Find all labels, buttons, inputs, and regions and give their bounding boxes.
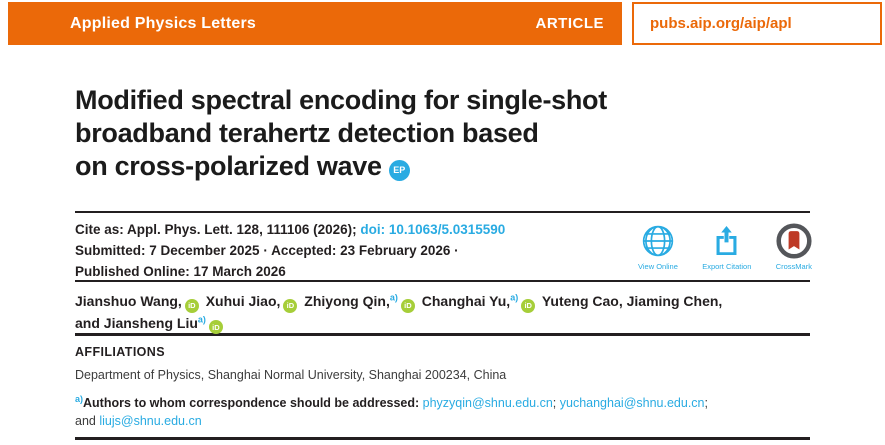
journal-url[interactable]: pubs.aip.org/aip/apl [650,15,792,32]
published-line: Published Online: 17 March 2026 [75,264,286,279]
journal-url-box[interactable]: pubs.aip.org/aip/apl [632,2,882,45]
separator: ; [704,396,708,410]
correspondence-marker: a) [197,313,206,324]
author-name: Yuteng Cao, Jiaming Chen, [541,293,723,309]
crossmark-label: CrossMark [775,262,812,271]
author-name: and Jiansheng Liu [75,314,198,331]
view-online-button[interactable]: View Online [638,222,678,271]
correspondence-note: a)Authors to whom correspondence should … [75,394,735,430]
cite-line: Cite as: Appl. Phys. Lett. 128, 111106 (… [75,219,635,240]
export-citation-label: Export Citation [702,262,752,271]
view-online-label: View Online [638,262,678,271]
orcid-icon[interactable]: iD [283,298,298,313]
cite-prefix: Cite as: Appl. Phys. Lett. [75,222,237,237]
author-name: Jianshuo Wang, [75,293,182,309]
orcid-icon[interactable]: iD [400,298,415,313]
separator: ; [552,396,560,410]
crossmark-button[interactable]: CrossMark [776,222,812,271]
export-citation-button[interactable]: Export Citation [702,222,751,271]
author-name: Changhai Yu, [421,293,511,309]
title-line-1: Modified spectral encoding for single-sh… [75,85,607,115]
correspondence-marker: a) [75,393,84,404]
correspondence-marker: a) [510,292,519,303]
affiliations-heading: AFFILIATIONS [75,345,165,359]
page-title: Modified spectral encoding for single-sh… [75,84,715,183]
editors-pick-badge[interactable]: EP [388,160,410,181]
globe-icon [641,222,675,259]
orcid-icon[interactable]: iD [208,320,223,334]
orcid-icon[interactable]: iD [184,298,199,313]
affiliation-text: Department of Physics, Shanghai Normal U… [75,368,507,382]
author-list: Jianshuo Wang, iD Xuhui Jiao, iD Zhiyong Q… [75,291,775,334]
divider-under-citation [75,280,810,282]
email-link[interactable]: liujs@shnu.edu.cn [99,414,202,428]
citation-block: Cite as: Appl. Phys. Lett. 128, 111106 (… [75,219,635,282]
email-link[interactable]: yuchanghai@shnu.edu.cn [559,396,705,410]
doi-link[interactable]: doi: 10.1063/5.0315590 [360,222,506,237]
divider-under-authors [75,333,810,336]
export-icon [712,222,741,259]
crossmark-icon [776,222,812,259]
author-name: Xuhui Jiao, [205,293,281,309]
article-type-label: ARTICLE [535,15,604,32]
journal-banner: Applied Physics Letters ARTICLE [8,2,622,45]
title-line-3: on cross-polarized wave [75,151,382,181]
email-link[interactable]: phyzyqin@shnu.edu.cn [422,396,553,410]
author-name: Zhiyong Qin, [304,293,390,309]
action-toolbar: View Online Export Citation CrossM [638,222,812,271]
journal-name: Applied Physics Letters [70,14,256,32]
orcid-icon[interactable]: iD [521,298,536,313]
divider-bottom [75,437,810,440]
cite-volume: 128 [236,222,260,237]
and-word: and [75,414,100,428]
title-line-2: broadband terahertz detection based [75,118,539,148]
cite-issue: , 111106 (2026); [259,222,361,237]
divider-top [75,211,810,213]
correspondence-marker: a) [389,292,398,303]
correspondence-text: Authors to whom correspondence should be… [83,396,423,410]
submitted-line: Submitted: 7 December 2025 · Accepted: 2… [75,243,459,258]
